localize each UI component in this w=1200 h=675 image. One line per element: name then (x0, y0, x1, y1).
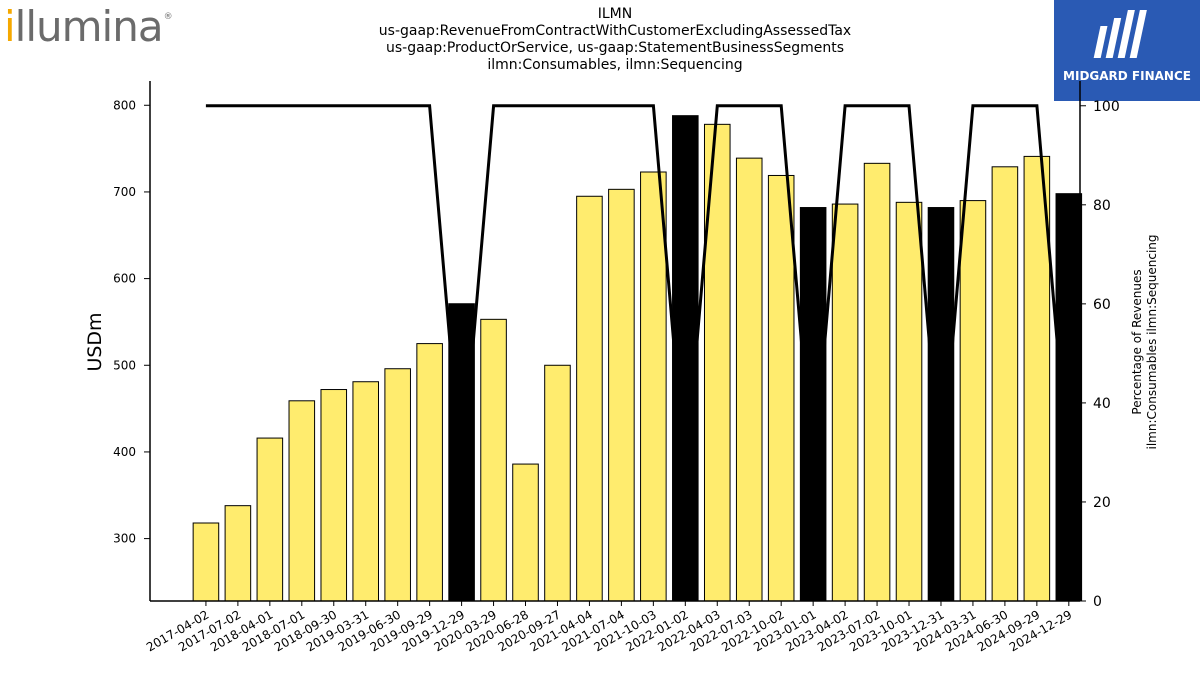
revenue-bar (991, 166, 1019, 602)
revenue-bar (608, 188, 635, 602)
revenue-bar (416, 343, 443, 602)
chart-title-line: ilmn:Consumables, ilmn:Sequencing (487, 57, 743, 73)
revenue-bar (544, 364, 571, 602)
revenue-bar (672, 115, 699, 602)
y-tick-label: 400 (113, 445, 136, 459)
revenue-bar (256, 437, 284, 602)
y2-tick-label: 100 (1093, 99, 1120, 115)
revenue-bar (831, 203, 859, 602)
y2-tick-label: 20 (1093, 495, 1111, 511)
chart-title: ILMN us-gaap:RevenueFromContractWithCust… (250, 6, 980, 74)
revenue-bar (735, 157, 763, 602)
revenue-bar (480, 318, 507, 602)
revenue-bar (895, 201, 923, 602)
revenue-bar (959, 200, 987, 602)
revenue-bar (863, 162, 891, 602)
revenue-bar (288, 400, 316, 602)
revenue-bar (799, 207, 827, 602)
illumina-logo: illumina® (4, 2, 173, 51)
badge-name: MIDGARD FINANCE (1063, 69, 1191, 83)
percentage-line (205, 104, 1071, 478)
y2-tick-label: 40 (1093, 396, 1111, 412)
revenue-bar (1023, 155, 1051, 602)
revenue-bar (640, 171, 667, 602)
revenue-bar (384, 368, 411, 602)
revenue-bar (1055, 193, 1083, 602)
chart-title-line: us-gaap:RevenueFromContractWithCustomerE… (378, 23, 852, 39)
chart-title-line: us-gaap:ProductOrService, us-gaap:Statem… (385, 40, 844, 56)
y-tick-label: 700 (113, 185, 136, 199)
bars-group (192, 115, 1083, 602)
percentage-line-group (205, 104, 1071, 478)
chart-title-line: ILMN (597, 6, 633, 22)
y2-tick-label: 80 (1093, 198, 1111, 214)
y-tick-label: 300 (113, 532, 136, 546)
y-axis-label: USDm (84, 312, 106, 371)
revenue-bar (448, 303, 475, 602)
y-tick-label: 600 (113, 272, 136, 286)
y2-axis-label-line: ilmn:Consumables ilmn:Sequencing (1145, 234, 1159, 449)
midgard-finance-badge: MIDGARD FINANCE (1054, 0, 1200, 101)
revenue-bar (352, 381, 380, 602)
revenue-bar (512, 463, 539, 602)
revenue-bar (192, 522, 220, 602)
y-tick-label: 500 (113, 358, 136, 372)
y-tick-label: 800 (113, 98, 136, 112)
y2-tick-label: 0 (1093, 594, 1102, 610)
y2-axis-label-line: Percentage of Revenues (1130, 269, 1144, 414)
y2-tick-label: 60 (1093, 297, 1111, 313)
revenue-bar (320, 389, 348, 602)
revenue-bar (576, 195, 603, 602)
midgard-logo-icon (1093, 10, 1147, 58)
revenue-bar (767, 174, 795, 602)
revenue-bar (927, 207, 955, 602)
revenue-bar (224, 505, 252, 602)
